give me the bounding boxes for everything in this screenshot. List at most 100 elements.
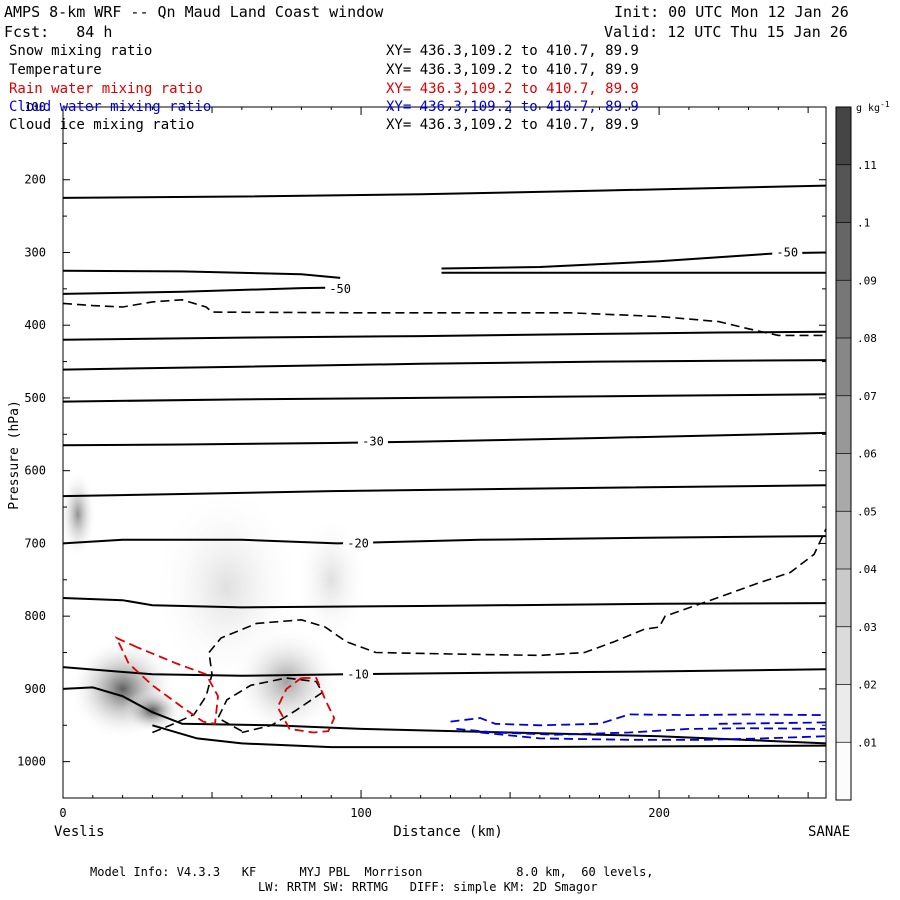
rain-dashed-contour	[276, 677, 336, 734]
y-tick-label: 300	[24, 245, 46, 259]
temperature-contour	[62, 359, 827, 371]
colorbar-label: .09	[857, 274, 877, 287]
contour-label: -30	[362, 435, 384, 449]
y-tick-label: 1000	[17, 755, 46, 769]
colorbar-label: .08	[857, 332, 877, 345]
valid-time: Valid: 12 UTC Thu 15 Jan 26	[604, 23, 848, 41]
colorbar-label: .03	[857, 621, 877, 634]
snow-dashed-contour	[216, 677, 324, 734]
temperature-contour	[62, 184, 827, 199]
snow-dashed-contour	[152, 528, 827, 734]
colorbar-label: .1	[857, 217, 870, 230]
init-time: Init: 00 UTC Mon 12 Jan 26	[614, 3, 849, 21]
colorbar-label: .01	[857, 736, 877, 749]
temperature-contour	[62, 393, 827, 403]
temperature-contour	[152, 724, 827, 749]
colorbar-segment	[836, 164, 851, 223]
colorbar: .01 .02 .03 .04 .05 .06 .07 .08 .09 .1 .11	[835, 106, 877, 801]
contour-label-bg	[357, 433, 388, 448]
colorbar-segment	[836, 684, 851, 743]
rain-dashed-contours	[114, 636, 336, 734]
temperature-contour-labels: -50 -50 -30 -20 -10	[325, 244, 803, 681]
cloud-water-dashed-contours	[450, 713, 827, 741]
field-xy-snow: XY= 436.3,109.2 to 410.7, 89.9	[386, 43, 639, 59]
colorbar-label: .05	[857, 505, 877, 518]
field-name-snow: Snow mixing ratio	[9, 43, 153, 59]
snow-blob	[232, 627, 341, 737]
temperature-contour	[441, 251, 827, 270]
colorbar-label: .11	[857, 159, 877, 172]
temperature-contour	[62, 431, 827, 447]
x-tick-label: 100	[350, 806, 372, 820]
snow-blob	[122, 688, 183, 733]
contour-label: -20	[347, 536, 369, 550]
forecast-hour: Fcst: 84 h	[4, 23, 113, 41]
y-tick-label: 600	[24, 464, 46, 478]
temperature-contour	[62, 666, 827, 677]
contour-label: -50	[329, 282, 351, 296]
model-info-line2: LW: RRTM SW: RRTMG DIFF: simple KM: 2D S…	[258, 880, 598, 894]
x-tick-label: 200	[648, 806, 670, 820]
colorbar-segment	[836, 569, 851, 627]
colorbar-segment	[836, 107, 851, 165]
y-tick-label: 900	[24, 682, 46, 696]
y-tick-label: 400	[24, 318, 46, 332]
colorbar-segment	[836, 395, 851, 454]
plot-frame	[62, 106, 827, 799]
y-top-tick-label: 100	[24, 100, 46, 114]
field-xy-cloud-ice: XY= 436.3,109.2 to 410.7, 89.9	[386, 117, 639, 133]
field-xy-cloud-water: XY= 436.3,109.2 to 410.7, 89.9	[386, 99, 639, 115]
temperature-contours	[62, 184, 827, 749]
cloud-water-dashed-contour	[480, 731, 827, 741]
field-xy-rain: XY= 436.3,109.2 to 410.7, 89.9	[386, 81, 639, 97]
temperature-contour	[62, 597, 827, 609]
contour-label-bg	[343, 535, 374, 550]
contour-label-bg	[772, 244, 803, 259]
colorbar-label: .07	[857, 390, 877, 403]
contour-label-bg	[325, 280, 356, 295]
cloud-water-dashed-contour	[450, 713, 827, 727]
colorbar-segment	[836, 222, 851, 281]
colorbar-segment	[836, 338, 851, 396]
colorbar-unit: g kg-1	[856, 100, 890, 114]
temperature-contour	[62, 484, 827, 498]
y-tick-label: 200	[24, 173, 46, 187]
snow-blob	[60, 470, 96, 558]
y-tick-label: 800	[24, 609, 46, 623]
field-name-temperature: Temperature	[9, 62, 102, 78]
temperature-contour	[62, 286, 350, 295]
contour-label-bg	[343, 666, 374, 681]
colorbar-label: .06	[857, 448, 877, 461]
field-name-rain: Rain water mixing ratio	[9, 81, 203, 97]
contour-label: -10	[347, 667, 369, 681]
contour-label: -50	[776, 245, 798, 259]
colorbar-segment	[836, 742, 851, 800]
x-tick-label: 0	[59, 806, 66, 820]
cloud-water-dashed-contour	[718, 721, 827, 725]
y-tick-label: 700	[24, 536, 46, 550]
temperature-contour	[62, 330, 827, 341]
left-endpoint-label: Veslis	[54, 824, 105, 840]
temperature-contour	[62, 269, 341, 279]
colorbar-segment	[836, 280, 851, 338]
snow-shading-layer	[60, 470, 368, 740]
right-endpoint-label: SANAE	[808, 824, 850, 840]
cloud-water-dashed-contour	[456, 727, 827, 736]
y-tick-label: 500	[24, 391, 46, 405]
colorbar-segment	[836, 626, 851, 685]
snow-blob	[295, 514, 368, 646]
colorbar-segment	[836, 511, 851, 569]
snow-dashed-contour	[62, 298, 826, 337]
rain-dashed-contour	[114, 636, 219, 725]
field-xy-temperature: XY= 436.3,109.2 to 410.7, 89.9	[386, 62, 639, 78]
field-name-cloud-water: Cloud water mixing ratio	[9, 99, 212, 115]
snow-dashed-contours	[62, 298, 827, 734]
colorbar-segment	[836, 453, 851, 512]
y-axis-label: Pressure (hPa)	[7, 400, 22, 510]
chart-title: AMPS 8-km WRF -- Qn Maud Land Coast wind…	[4, 3, 384, 21]
field-name-cloud-ice: Cloud ice mixing ratio	[9, 117, 195, 133]
x-axis-label: Distance (km)	[393, 824, 503, 840]
temperature-contour	[62, 535, 827, 545]
